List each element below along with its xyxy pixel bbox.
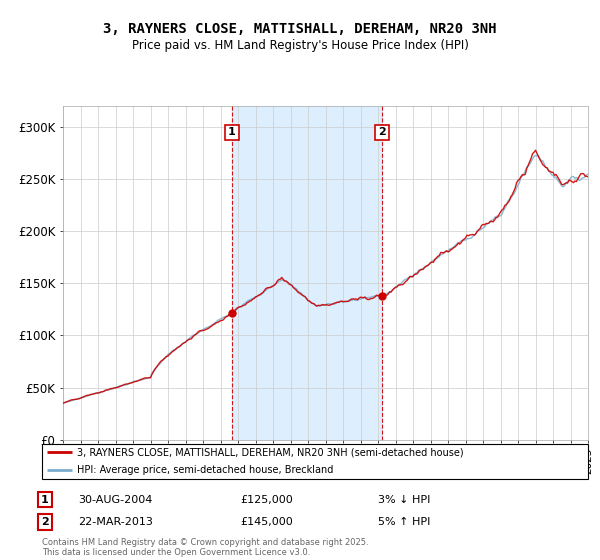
Text: 1: 1 [228, 128, 236, 137]
Text: 3% ↓ HPI: 3% ↓ HPI [378, 494, 430, 505]
Text: £145,000: £145,000 [240, 517, 293, 527]
Text: 2: 2 [41, 517, 49, 527]
Text: 2: 2 [378, 128, 386, 137]
Text: Price paid vs. HM Land Registry's House Price Index (HPI): Price paid vs. HM Land Registry's House … [131, 39, 469, 52]
Text: Contains HM Land Registry data © Crown copyright and database right 2025.
This d: Contains HM Land Registry data © Crown c… [42, 538, 368, 557]
Text: 1: 1 [41, 494, 49, 505]
Text: HPI: Average price, semi-detached house, Breckland: HPI: Average price, semi-detached house,… [77, 465, 334, 475]
Text: 5% ↑ HPI: 5% ↑ HPI [378, 517, 430, 527]
Text: 3, RAYNERS CLOSE, MATTISHALL, DEREHAM, NR20 3NH: 3, RAYNERS CLOSE, MATTISHALL, DEREHAM, N… [103, 22, 497, 36]
Text: 22-MAR-2013: 22-MAR-2013 [78, 517, 153, 527]
Text: 3, RAYNERS CLOSE, MATTISHALL, DEREHAM, NR20 3NH (semi-detached house): 3, RAYNERS CLOSE, MATTISHALL, DEREHAM, N… [77, 447, 464, 458]
Text: 30-AUG-2004: 30-AUG-2004 [78, 494, 152, 505]
Text: £125,000: £125,000 [240, 494, 293, 505]
